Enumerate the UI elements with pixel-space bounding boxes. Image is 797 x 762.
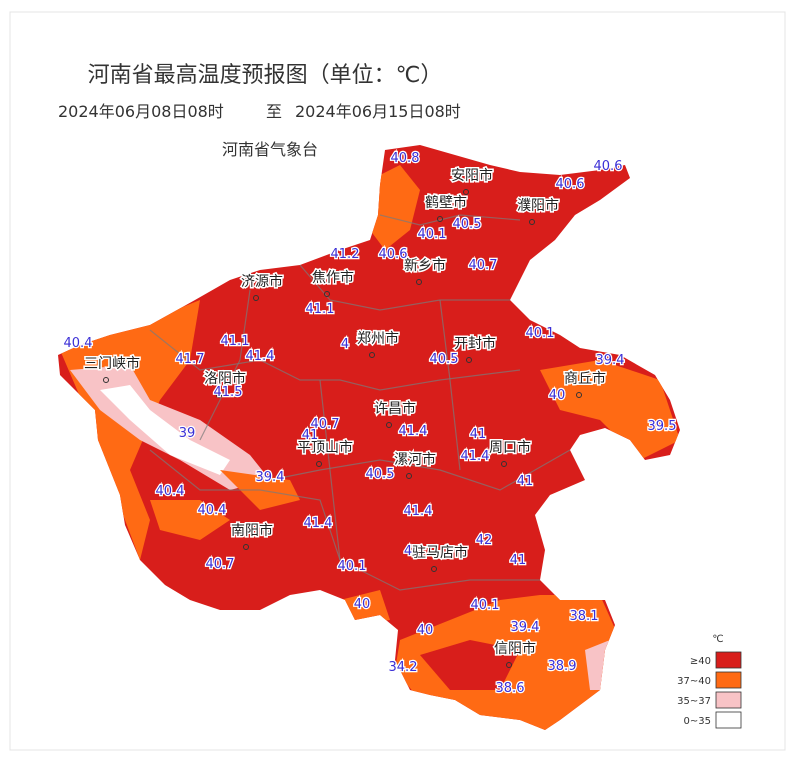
value-label: 40.6 — [556, 177, 585, 192]
value-label: 41 — [302, 428, 319, 443]
value-label: 41.4 — [404, 504, 433, 519]
date-separator: 至 — [266, 102, 282, 121]
value-label: 41.1 — [306, 302, 335, 317]
value-label: 40.8 — [391, 151, 420, 166]
value-label: 41.5 — [214, 385, 243, 400]
city-label: 洛阳市 — [204, 370, 246, 387]
value-label: 40.1 — [338, 559, 367, 574]
value-label: 41 — [510, 553, 527, 568]
city-label: 三门峡市 — [84, 355, 140, 372]
city-label: 济源市 — [241, 273, 283, 290]
value-label: 41 — [517, 474, 534, 489]
city-dot — [406, 473, 412, 479]
value-label: 42 — [476, 533, 493, 548]
value-label: 40.5 — [453, 217, 482, 232]
value-label: 39.4 — [256, 470, 285, 485]
value-label: 40.4 — [156, 484, 185, 499]
date-end: 2024年06月15日08时 — [295, 102, 461, 121]
value-label: 4 — [404, 544, 412, 559]
value-label: 41 — [470, 427, 487, 442]
value-label: 40.1 — [526, 326, 555, 341]
city-label: 南阳市 — [231, 522, 273, 539]
city-dot — [529, 219, 535, 225]
title: 河南省最高温度预报图（单位：℃） — [88, 63, 443, 88]
value-label: 40.5 — [430, 352, 459, 367]
value-label: 40.6 — [379, 247, 408, 262]
value-label: 40.6 — [594, 159, 623, 174]
value-label: 41.1 — [221, 334, 250, 349]
value-label: 38.9 — [548, 659, 577, 674]
value-label: 38.1 — [570, 609, 599, 624]
date-start: 2024年06月08日08时 — [58, 102, 224, 121]
value-label: 40.4 — [198, 503, 227, 518]
city-label: 安阳市 — [451, 167, 493, 184]
value-label: 40 — [417, 623, 434, 638]
value-label: 39.4 — [596, 353, 625, 368]
legend-label: 37~40 — [677, 676, 711, 687]
value-label: 38.6 — [496, 681, 525, 696]
legend-label: 0~35 — [684, 716, 711, 727]
city-label: 平顶山市 — [297, 439, 353, 456]
legend-swatch — [715, 711, 742, 729]
legend-swatch — [715, 671, 742, 689]
value-label: 41.4 — [246, 349, 275, 364]
value-label: 39.4 — [511, 620, 540, 635]
city-label: 周口市 — [489, 439, 531, 456]
city-dot — [216, 392, 222, 398]
legend-label: 35~37 — [677, 696, 711, 707]
value-label: 40.1 — [471, 598, 500, 613]
city-label: 鹤壁市 — [425, 194, 467, 211]
city-label: 信阳市 — [494, 640, 536, 657]
city-label: 商丘市 — [564, 370, 606, 387]
value-label: 34.2 — [389, 660, 418, 675]
city-dot — [576, 392, 582, 398]
city-dot — [463, 189, 469, 195]
city-dot — [253, 295, 259, 301]
city-label: 新乡市 — [404, 257, 446, 274]
city-label: 焦作市 — [312, 269, 354, 286]
legend-label: ≥40 — [690, 656, 711, 667]
city-label: 开封市 — [454, 335, 496, 352]
legend-title: ℃ — [712, 634, 723, 645]
city-dot — [416, 279, 422, 285]
value-label: 40.7 — [469, 258, 498, 273]
value-label: 41.2 — [331, 247, 360, 262]
value-label: 40.7 — [206, 557, 235, 572]
city-label: 郑州市 — [357, 330, 399, 347]
value-label: 39.5 — [648, 419, 677, 434]
city-dot — [506, 662, 512, 668]
city-dot — [386, 422, 392, 428]
value-label: 41.7 — [176, 352, 205, 367]
legend-swatch — [715, 651, 742, 669]
city-dot — [243, 544, 249, 550]
city-dot — [103, 377, 109, 383]
city-label: 濮阳市 — [517, 197, 559, 214]
value-label: 41.4 — [399, 424, 428, 439]
value-label: 40.5 — [366, 467, 395, 482]
issuer: 河南省气象台 — [222, 140, 318, 159]
value-label: 40 — [549, 388, 566, 403]
city-dot — [369, 352, 375, 358]
value-label: 40.4 — [64, 336, 93, 351]
city-dot — [501, 461, 507, 467]
city-dot — [324, 291, 330, 297]
city-label: 漯河市 — [394, 451, 436, 468]
city-dot — [466, 357, 472, 363]
city-label: 驻马店市 — [412, 544, 468, 561]
value-label: 40 — [354, 597, 371, 612]
value-label: 41.4 — [461, 449, 490, 464]
value-label: 4 — [341, 337, 349, 352]
value-label: 40.1 — [418, 227, 447, 242]
city-label: 许昌市 — [374, 400, 416, 417]
legend-swatch — [715, 691, 742, 709]
value-label: 39 — [179, 426, 196, 441]
value-label: 40.7 — [311, 417, 340, 432]
city-dot — [316, 461, 322, 467]
city-dot — [431, 566, 437, 572]
city-dot — [437, 216, 443, 222]
value-label: 41.4 — [304, 516, 333, 531]
